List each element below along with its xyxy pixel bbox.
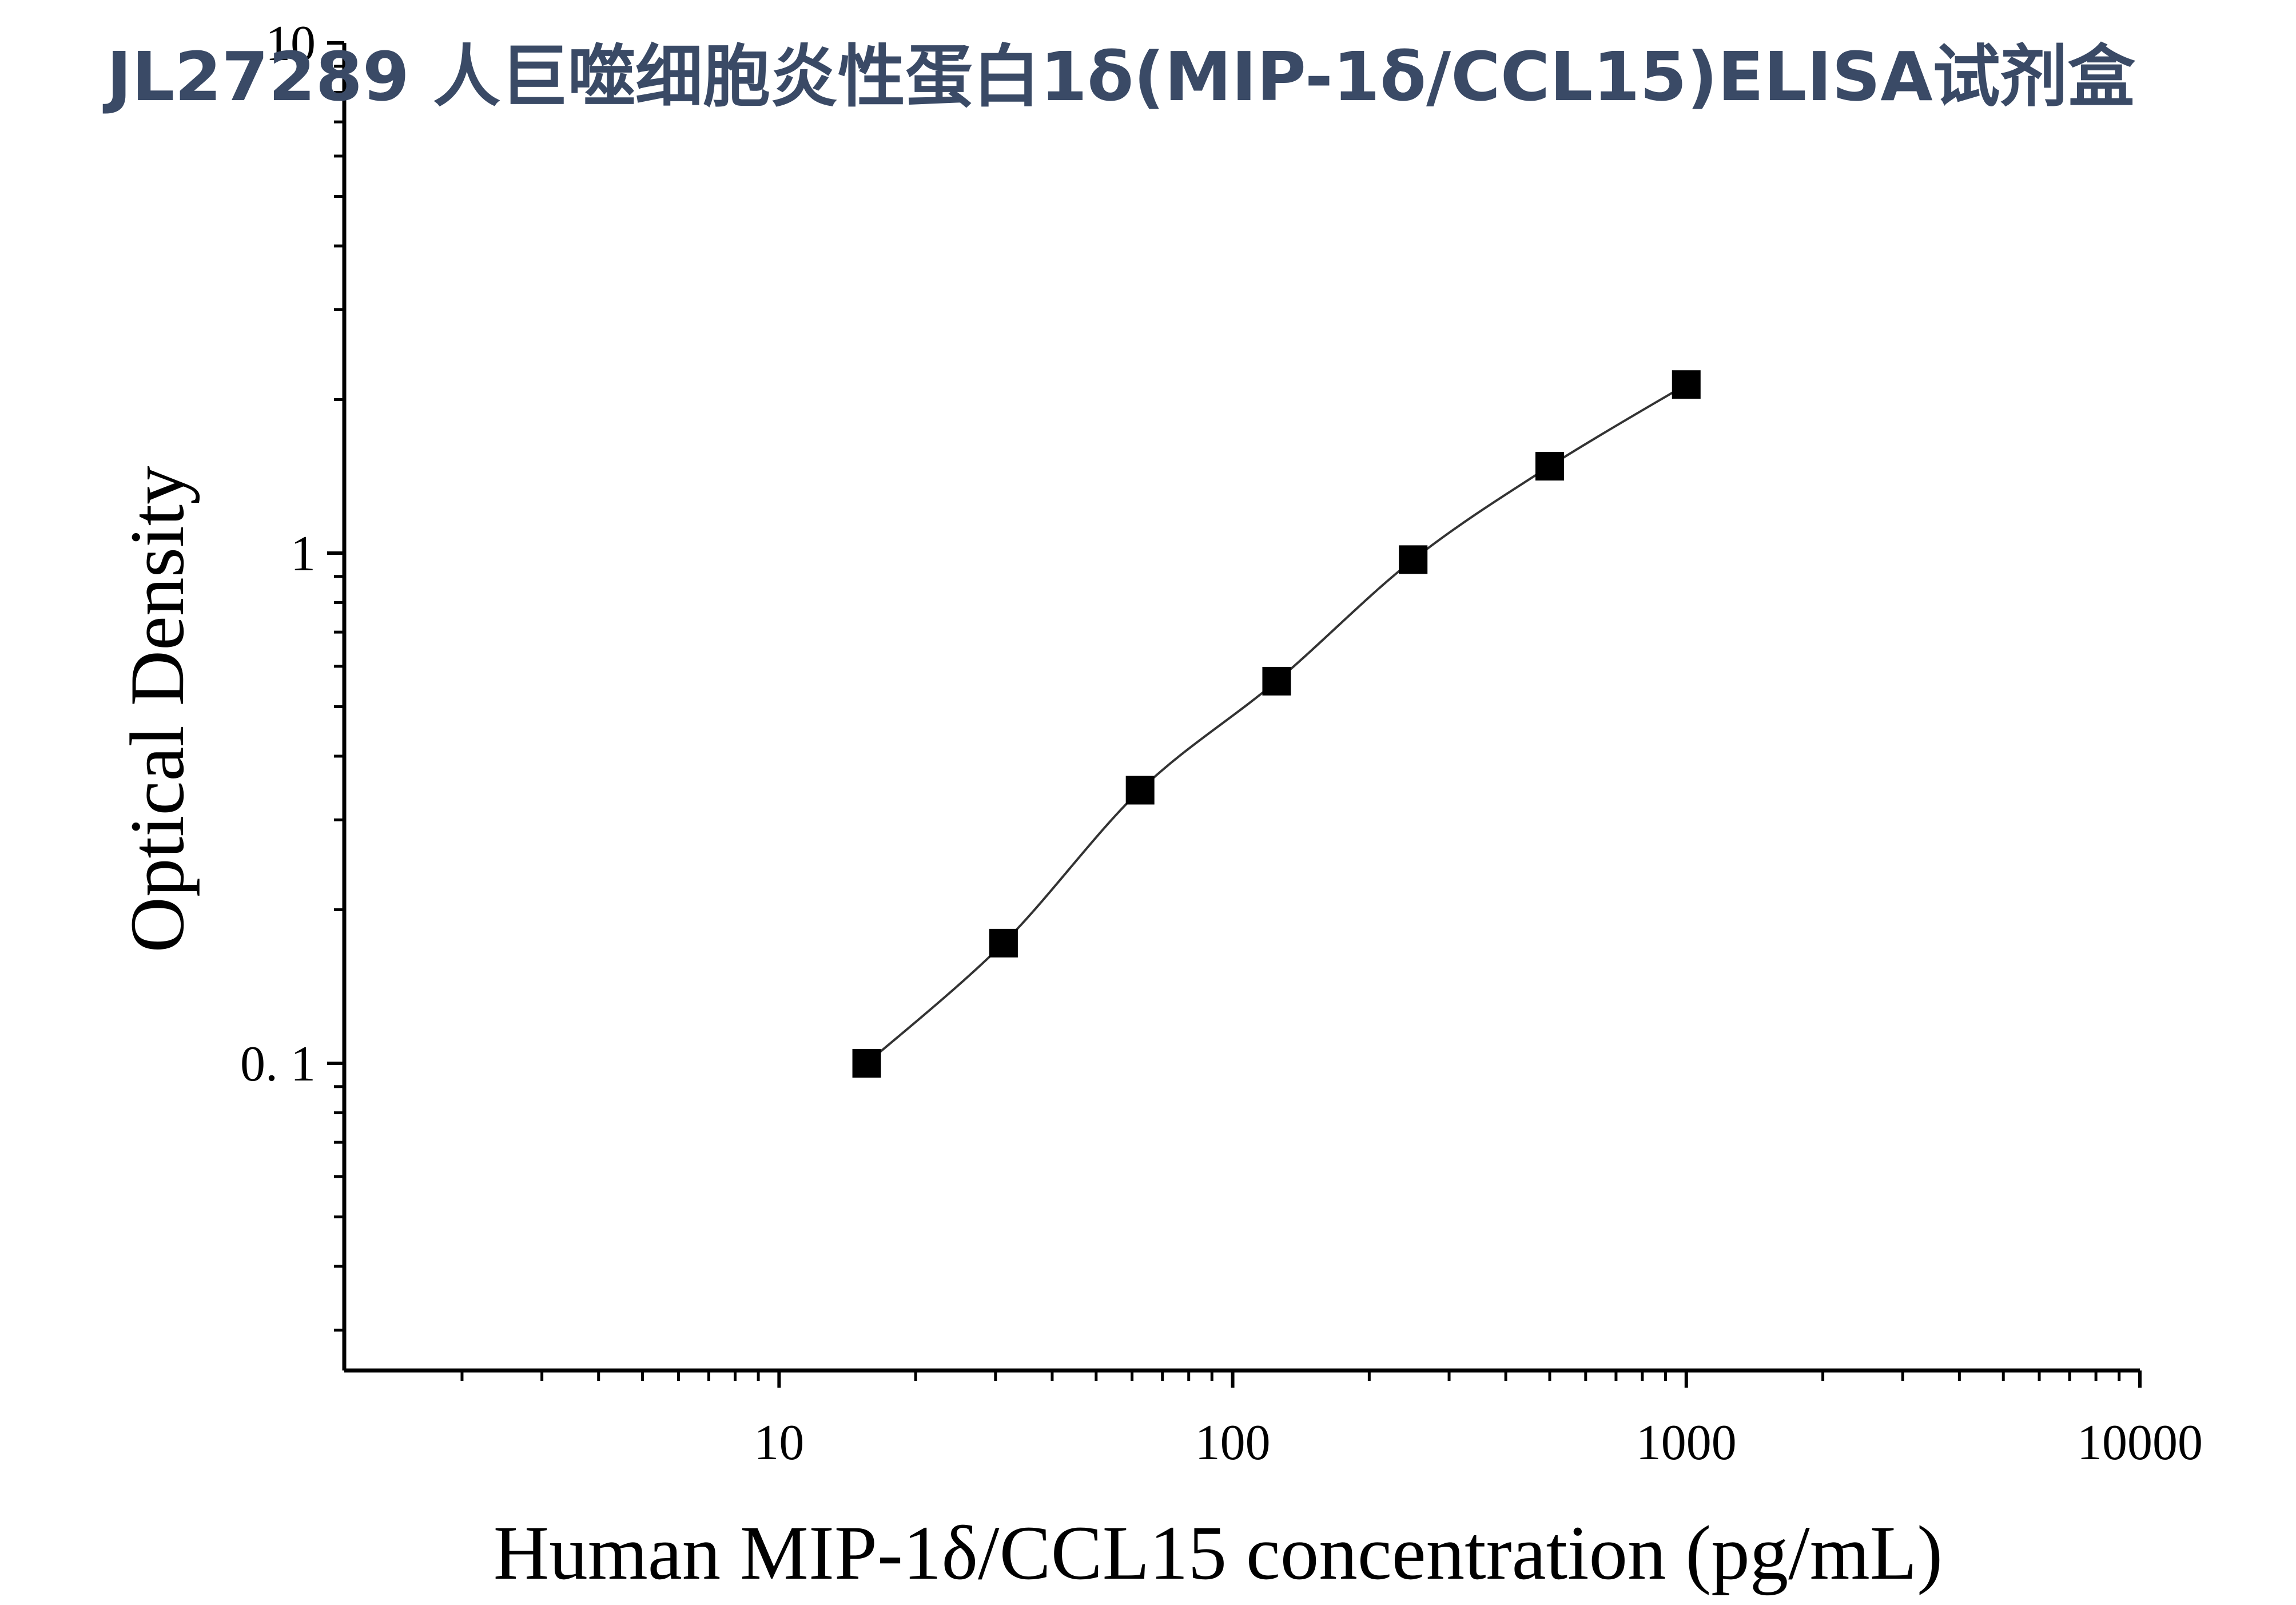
y-axis-label: Optical Density bbox=[115, 466, 200, 952]
data-point bbox=[989, 928, 1018, 958]
x-ticks bbox=[460, 1370, 2142, 1388]
x-tick-label: 10000 bbox=[2077, 1415, 2203, 1471]
fit-curve bbox=[866, 383, 1687, 1064]
chart-title: JL27289 人巨噬细胞炎性蛋白1δ(MIP-1δ/CCL15)ELISA试剂… bbox=[102, 37, 2135, 116]
axes bbox=[342, 43, 2140, 1373]
x-tick-label: 10 bbox=[754, 1415, 804, 1471]
x-tick-label: 1000 bbox=[1636, 1415, 1737, 1471]
x-tick-labels: 10 100 1000 10000 bbox=[754, 1415, 2203, 1471]
data-point bbox=[1399, 545, 1428, 574]
data-point bbox=[1125, 776, 1155, 805]
y-tick-labels: 0. 1 1 10 bbox=[240, 16, 316, 1092]
data-markers bbox=[852, 370, 1701, 1078]
x-tick-label: 100 bbox=[1195, 1415, 1271, 1471]
data-point bbox=[1535, 452, 1565, 481]
data-point bbox=[852, 1048, 881, 1078]
y-ticks bbox=[327, 41, 344, 1332]
x-axis-label: Human MIP-1δ/CCL15 concentration (pg/mL) bbox=[494, 1511, 1943, 1596]
y-tick-label: 0. 1 bbox=[240, 1036, 316, 1092]
data-point bbox=[1672, 370, 1701, 399]
data-point bbox=[1262, 666, 1291, 696]
y-tick-label: 10 bbox=[265, 16, 316, 71]
y-tick-label: 1 bbox=[291, 526, 316, 582]
